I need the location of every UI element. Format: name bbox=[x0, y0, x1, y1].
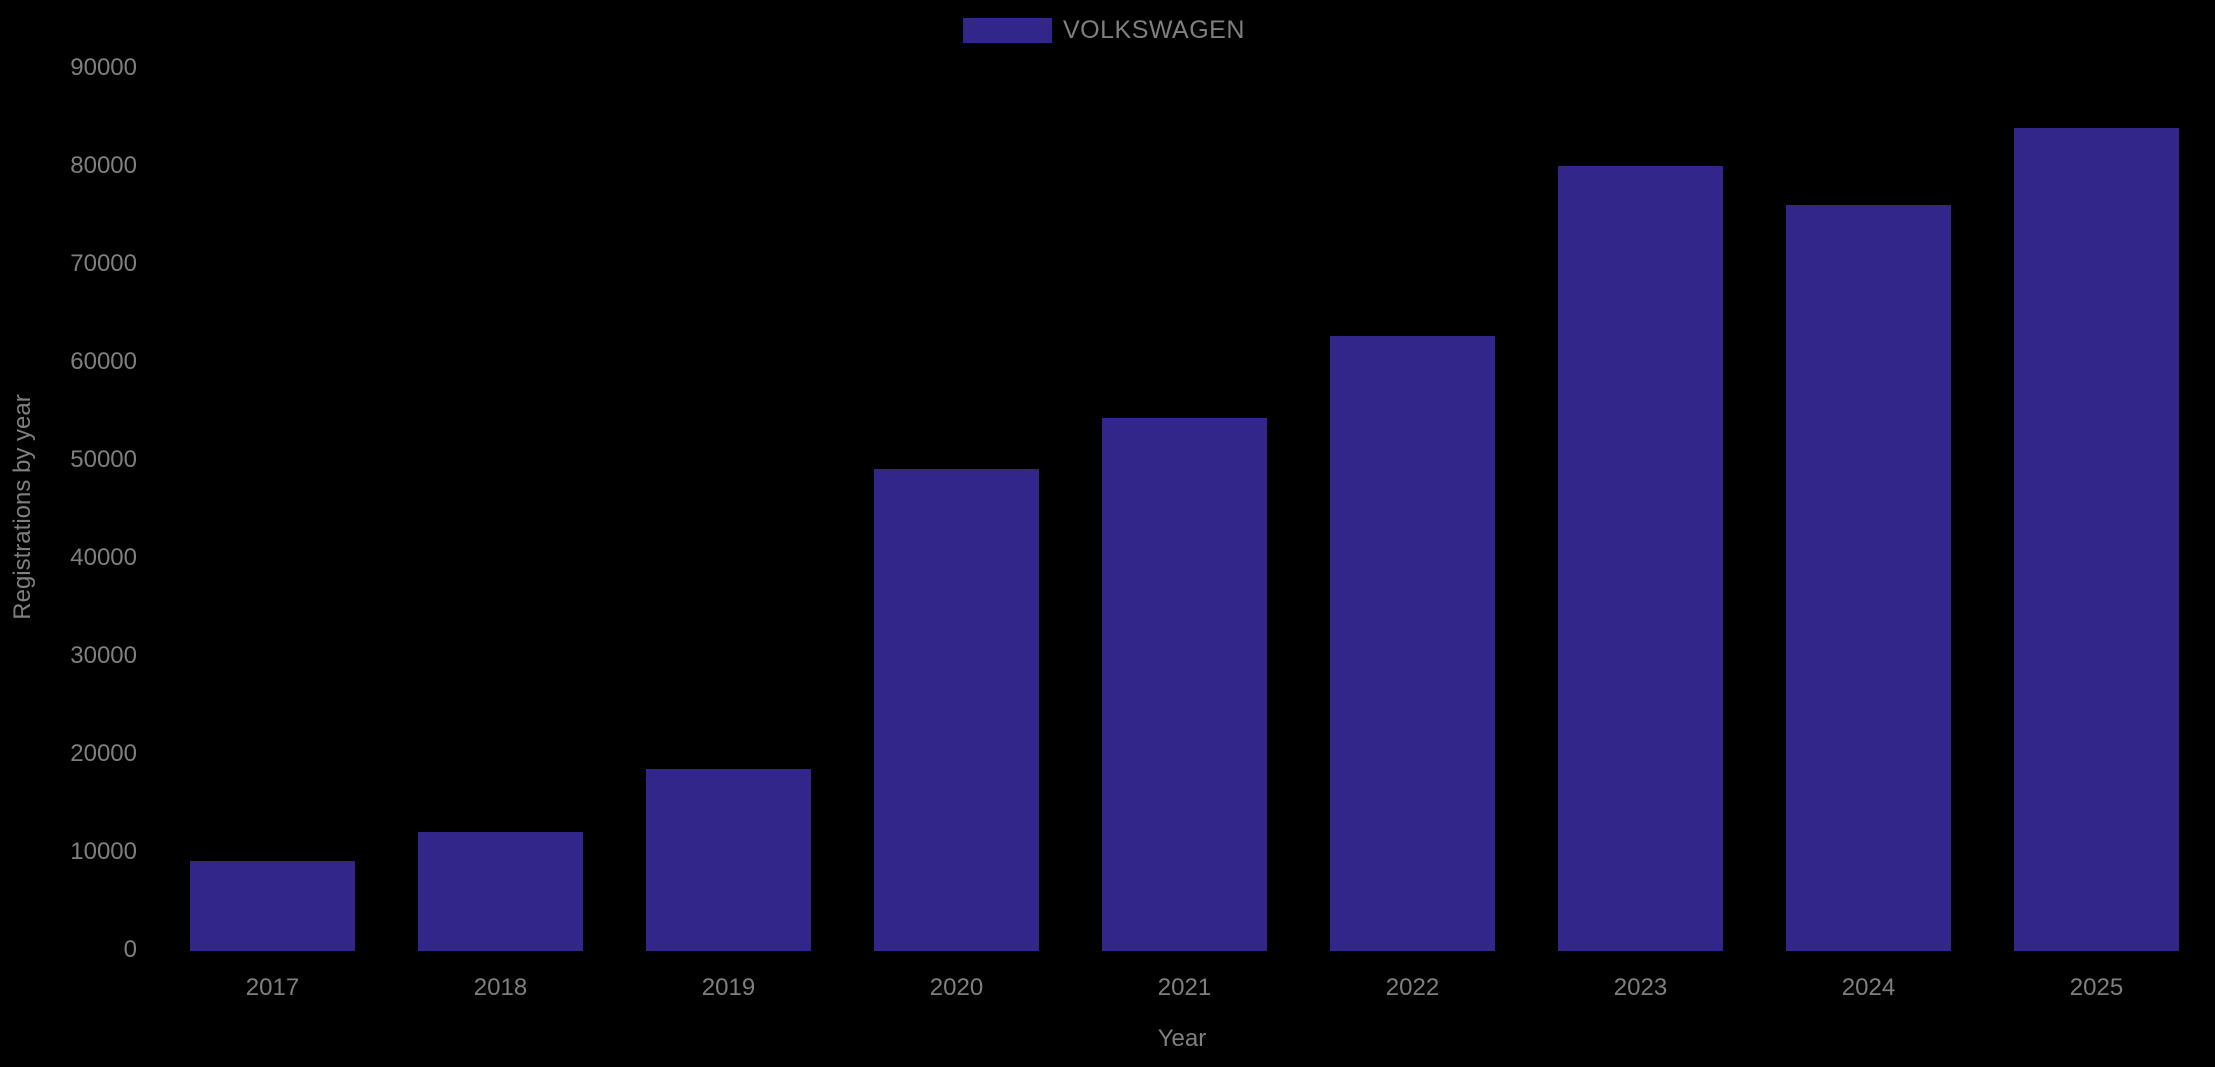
x-tick-label: 2019 bbox=[701, 974, 756, 1001]
bar-2022 bbox=[1330, 336, 1495, 951]
y-tick-label: 0 bbox=[123, 936, 137, 963]
x-tick-label: 2022 bbox=[1385, 974, 1440, 1001]
bar-2021 bbox=[1102, 418, 1267, 951]
x-tick-label: 2020 bbox=[929, 974, 984, 1001]
y-tick-label: 10000 bbox=[70, 838, 137, 865]
bar-2025 bbox=[2014, 128, 2179, 951]
bar-2023 bbox=[1558, 166, 1723, 951]
legend: VOLKSWAGEN bbox=[963, 16, 1245, 45]
x-tick-label: 2025 bbox=[2069, 974, 2124, 1001]
y-tick-label: 30000 bbox=[70, 642, 137, 669]
x-tick-label: 2021 bbox=[1157, 974, 1212, 1001]
bar-2018 bbox=[418, 832, 583, 951]
legend-label: VOLKSWAGEN bbox=[1063, 16, 1245, 44]
x-axis-title: Year bbox=[1157, 1025, 1207, 1052]
bar-2024 bbox=[1786, 205, 1951, 951]
y-tick-label: 50000 bbox=[70, 446, 137, 473]
y-tick-label: 60000 bbox=[70, 348, 137, 375]
y-tick-label: 90000 bbox=[70, 54, 137, 81]
y-tick-label: 20000 bbox=[70, 740, 137, 767]
x-tick-label: 2023 bbox=[1613, 974, 1668, 1001]
x-tick-label: 2017 bbox=[245, 974, 300, 1001]
y-tick-label: 80000 bbox=[70, 152, 137, 179]
bar-2017 bbox=[190, 861, 355, 951]
y-tick-label: 40000 bbox=[70, 544, 137, 571]
x-tick-label: 2024 bbox=[1841, 974, 1896, 1001]
bar-2020 bbox=[874, 469, 1039, 951]
bar-2019 bbox=[646, 769, 811, 951]
x-tick-label: 2018 bbox=[473, 974, 528, 1001]
y-tick-label: 70000 bbox=[70, 250, 137, 277]
legend-swatch-volkswagen bbox=[963, 18, 1052, 43]
y-axis-title: Registrations by year bbox=[9, 394, 36, 620]
